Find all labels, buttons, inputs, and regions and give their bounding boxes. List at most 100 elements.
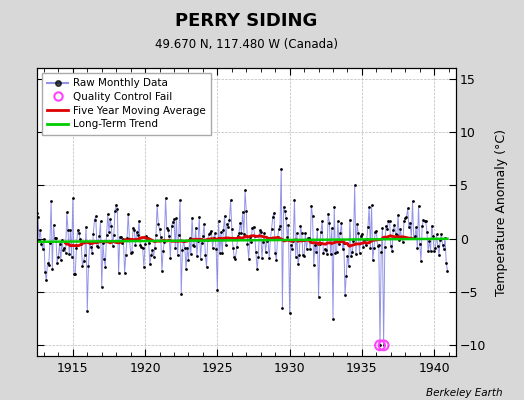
- Point: [56, 240, 64, 247]
- Point: [352, 251, 360, 258]
- Point: [305, 234, 313, 241]
- Point: [58, 237, 66, 244]
- Point: [306, 246, 314, 252]
- Point: [294, 261, 302, 267]
- Point: [172, 215, 181, 221]
- Point: [29, 206, 37, 213]
- Point: [32, 210, 41, 216]
- Point: [303, 235, 312, 242]
- Point: [81, 252, 89, 258]
- Point: [77, 241, 85, 248]
- Point: [431, 245, 440, 251]
- Point: [238, 208, 247, 215]
- Point: [30, 230, 38, 236]
- Point: [429, 233, 437, 239]
- Point: [260, 230, 268, 236]
- Point: [158, 268, 166, 274]
- Point: [439, 242, 447, 248]
- Point: [334, 218, 342, 224]
- Point: [193, 253, 201, 259]
- Point: [46, 240, 54, 246]
- Point: [252, 249, 260, 255]
- Point: [52, 234, 60, 241]
- Point: [137, 243, 146, 250]
- Point: [408, 198, 417, 204]
- Point: [293, 230, 301, 236]
- Point: [311, 241, 319, 248]
- Point: [389, 226, 397, 233]
- Point: [229, 245, 237, 252]
- Point: [367, 202, 376, 208]
- Point: [195, 214, 203, 220]
- Point: [279, 204, 288, 210]
- Point: [400, 218, 408, 224]
- Point: [76, 236, 84, 242]
- Point: [325, 220, 334, 226]
- Point: [242, 208, 250, 214]
- Point: [344, 262, 353, 269]
- Point: [50, 235, 59, 241]
- Point: [82, 223, 90, 230]
- Point: [281, 208, 289, 214]
- Point: [84, 262, 93, 269]
- Point: [406, 220, 414, 226]
- Point: [282, 215, 290, 221]
- Point: [209, 244, 217, 251]
- Point: [324, 210, 332, 217]
- Point: [430, 248, 439, 254]
- Point: [100, 256, 108, 262]
- Point: [215, 250, 224, 256]
- Point: [34, 214, 42, 220]
- Point: [326, 251, 335, 258]
- Point: [135, 218, 143, 224]
- Point: [116, 234, 124, 240]
- Point: [270, 210, 278, 216]
- Point: [314, 294, 323, 300]
- Point: [329, 316, 337, 322]
- Point: [412, 224, 420, 230]
- Point: [230, 254, 238, 260]
- Point: [346, 217, 354, 223]
- Point: [199, 232, 207, 239]
- Point: [48, 266, 57, 272]
- Point: [443, 267, 452, 274]
- Point: [85, 240, 94, 246]
- Point: [90, 216, 99, 223]
- Point: [245, 256, 253, 262]
- Point: [383, 225, 391, 232]
- Point: [94, 244, 102, 250]
- Point: [235, 230, 243, 236]
- Point: [365, 204, 373, 210]
- Point: [253, 266, 261, 272]
- Point: [83, 308, 92, 314]
- Point: [263, 237, 271, 244]
- Point: [28, 225, 36, 232]
- Point: [423, 229, 431, 236]
- Point: [207, 228, 215, 234]
- Point: [259, 239, 267, 246]
- Point: [319, 250, 328, 256]
- Point: [107, 223, 116, 229]
- Point: [290, 196, 299, 203]
- Point: [166, 255, 174, 261]
- Point: [129, 225, 137, 231]
- Point: [310, 262, 318, 268]
- Point: [420, 218, 429, 224]
- Point: [360, 237, 368, 243]
- Point: [45, 262, 53, 268]
- Point: [72, 245, 81, 251]
- Point: [391, 230, 400, 237]
- Point: [136, 242, 145, 248]
- Point: [179, 238, 188, 244]
- Point: [59, 247, 68, 253]
- Point: [257, 229, 265, 235]
- Point: [335, 241, 343, 248]
- Point: [201, 252, 210, 258]
- Text: PERRY SIDING: PERRY SIDING: [175, 12, 318, 30]
- Point: [243, 240, 252, 247]
- Point: [155, 226, 163, 232]
- Point: [350, 238, 358, 244]
- Point: [307, 202, 315, 209]
- Point: [434, 243, 442, 250]
- Point: [237, 230, 246, 236]
